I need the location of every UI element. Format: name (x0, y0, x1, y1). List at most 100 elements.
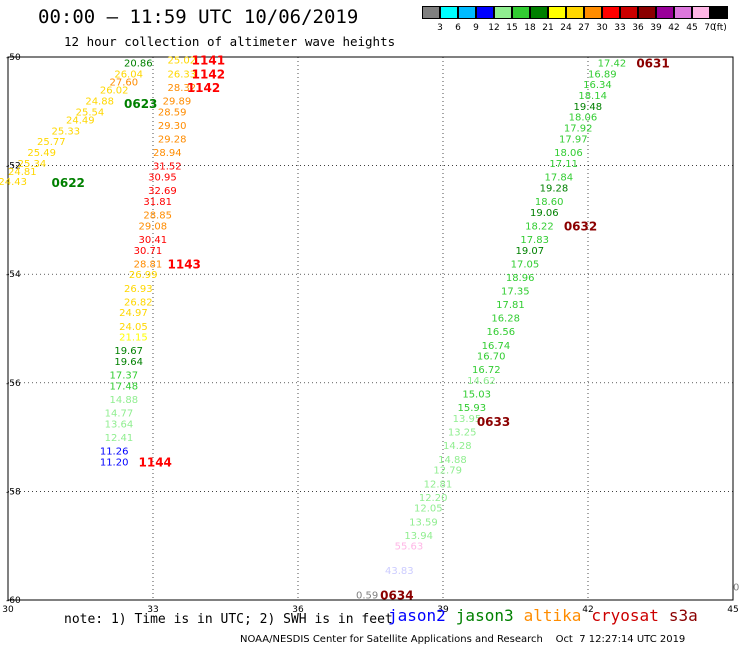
color-swatch (674, 6, 692, 19)
pass-time-label: 1142 (192, 67, 225, 81)
wave-height-label: 25.02 (168, 56, 197, 67)
wave-height-label: 28.81 (134, 259, 163, 270)
wave-height-label: 12.81 (424, 479, 453, 490)
wave-height-label: 18.60 (535, 197, 564, 208)
satellite-legend: jason2 jason3 altika cryosat s3a (388, 606, 708, 625)
x-tick-label: 42 (582, 605, 593, 615)
wave-height-label: 16.89 (588, 69, 617, 80)
wave-height-label: 24.49 (66, 115, 95, 126)
wave-height-label: 24.81 (8, 167, 37, 178)
wave-height-label: 15.93 (458, 403, 487, 414)
wave-height-label: 16.28 (491, 314, 520, 325)
color-scale-label: 36 (632, 23, 644, 33)
wave-height-label: 25.77 (37, 137, 66, 148)
pass-time-label: 0622 (52, 176, 85, 190)
color-scale-label: 24 (560, 23, 572, 33)
color-swatch (638, 6, 656, 19)
x-tick-label: 39 (437, 605, 449, 615)
color-scale-label: 15 (506, 23, 518, 33)
color-scale-label: 33 (614, 23, 626, 33)
wave-height-label: 26.82 (124, 297, 153, 308)
wave-height-label: 30.41 (139, 235, 168, 246)
color-scale-legend: 3 6 9 12 15 18 21 24 27 30 33 36 39 42 45 70 (ft) (422, 6, 728, 36)
wave-height-label: 27.60 (110, 77, 139, 88)
x-tick-label: 45 (727, 605, 738, 615)
wave-height-label: 19.64 (114, 357, 143, 368)
wave-height-label: 29.89 (163, 96, 192, 107)
wave-height-label: 29.30 (158, 121, 187, 132)
x-tick-label: 30 (2, 605, 14, 615)
legend-item: jason2 (388, 606, 446, 625)
wave-height-label: 25.49 (27, 148, 56, 159)
wave-height-label: 55.63 (395, 542, 424, 553)
color-swatch (440, 6, 458, 19)
wave-height-label: 28.32 (168, 83, 197, 94)
color-scale-label: 45 (686, 23, 698, 33)
wave-height-label: 19.06 (530, 208, 559, 219)
wave-height-label: 24.88 (85, 96, 114, 107)
legend-item: altika (523, 606, 582, 625)
wave-height-label: 16.70 (477, 352, 506, 363)
wave-height-label: 17.92 (564, 124, 593, 135)
wave-height-label: 17.81 (496, 300, 525, 311)
wave-height-label: 18.06 (554, 148, 583, 159)
color-swatch (584, 6, 602, 19)
chart-title: 00:00 – 11:59 UTC 10/06/2019 (38, 6, 359, 28)
pass-time-label: 1143 (168, 257, 201, 271)
pass-time-label: 0632 (564, 219, 597, 233)
wave-height-label: 18.14 (578, 91, 607, 102)
color-scale-label: 9 (473, 23, 479, 33)
wave-height-label: 19.67 (114, 346, 143, 357)
pass-time-label: 0631 (636, 56, 669, 70)
pass-time-label: 1144 (139, 456, 172, 470)
wave-height-label: 14.88 (438, 455, 467, 466)
color-scale-label: 3 (437, 23, 443, 33)
color-swatch (602, 6, 620, 19)
color-swatch (656, 6, 674, 19)
color-swatch (620, 6, 638, 19)
color-swatch (710, 6, 728, 19)
wave-height-label: 17.42 (598, 58, 627, 69)
wave-height-label: 19.28 (540, 183, 569, 194)
wave-height-label: 13.95 (453, 414, 482, 425)
wave-height-label: 16.74 (482, 341, 511, 352)
pass-time-label: 1142 (187, 81, 220, 95)
credit-line: NOAA/NESDIS Center for Satellite Applica… (240, 634, 686, 645)
wave-height-label: 17.35 (501, 286, 530, 297)
legend-item: s3a (668, 606, 698, 625)
color-swatch (692, 6, 710, 19)
pass-time-label: 0623 (124, 97, 157, 111)
color-scale-label: 42 (668, 23, 680, 33)
wave-height-label: 15.03 (462, 390, 491, 401)
wave-height-label: 24.97 (119, 308, 148, 319)
wave-height-label: 29.28 (158, 134, 187, 145)
color-swatch (458, 6, 476, 19)
wave-height-label: 28.85 (143, 210, 172, 221)
y-tick-label: -52 (6, 162, 21, 172)
x-tick-label: 36 (292, 605, 304, 615)
wave-height-label: 14.62 (467, 376, 496, 387)
color-scale-label: 27 (578, 23, 590, 33)
wave-height-label: 19.48 (574, 102, 603, 113)
wave-height-label: 16.56 (487, 327, 516, 338)
wave-height-label: 18.96 (506, 273, 535, 284)
wave-height-label: 18.06 (569, 113, 598, 124)
wave-height-label: 17.05 (511, 259, 540, 270)
wave-height-label: 17.37 (110, 371, 139, 382)
wave-height-label: 17.11 (549, 159, 578, 170)
wave-height-label: 11.26 (100, 447, 129, 458)
color-scale-label: 18 (524, 23, 536, 33)
wave-height-label: 13.94 (404, 531, 433, 542)
wave-height-label: 25.33 (52, 126, 81, 137)
wave-height-label: 11.20 (100, 458, 129, 469)
wave-height-label: 30.71 (134, 246, 163, 257)
color-swatch (512, 6, 530, 19)
wave-height-label: 28.94 (153, 148, 182, 159)
color-scale-label: 21 (542, 23, 554, 33)
wave-height-label: 17.97 (559, 134, 588, 145)
legend-item: jason3 (455, 606, 514, 625)
wave-height-label: 24.05 (119, 322, 148, 333)
wave-height-label: 14.28 (443, 441, 472, 452)
wave-height-label: 28.59 (158, 107, 187, 118)
